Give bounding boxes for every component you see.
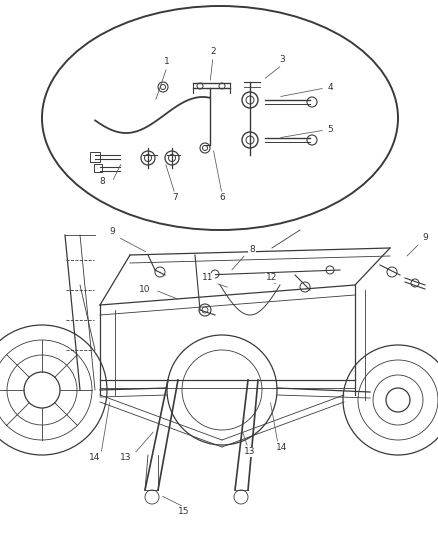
Text: 9: 9 <box>109 228 115 237</box>
Text: 5: 5 <box>327 125 333 134</box>
Text: 14: 14 <box>89 454 101 463</box>
Text: 7: 7 <box>172 193 178 203</box>
Text: 8: 8 <box>249 246 255 254</box>
Text: 10: 10 <box>139 286 151 295</box>
Text: 13: 13 <box>244 448 256 456</box>
Text: 4: 4 <box>327 84 333 93</box>
Text: 1: 1 <box>164 58 170 67</box>
Text: 6: 6 <box>219 193 225 203</box>
Text: 13: 13 <box>120 454 132 463</box>
Text: 12: 12 <box>266 273 278 282</box>
Text: 3: 3 <box>279 55 285 64</box>
Text: 2: 2 <box>210 47 216 56</box>
Text: 11: 11 <box>202 273 214 282</box>
Text: 15: 15 <box>178 507 190 516</box>
Text: 14: 14 <box>276 443 288 453</box>
Text: 8: 8 <box>99 177 105 187</box>
Text: 9: 9 <box>422 233 428 243</box>
